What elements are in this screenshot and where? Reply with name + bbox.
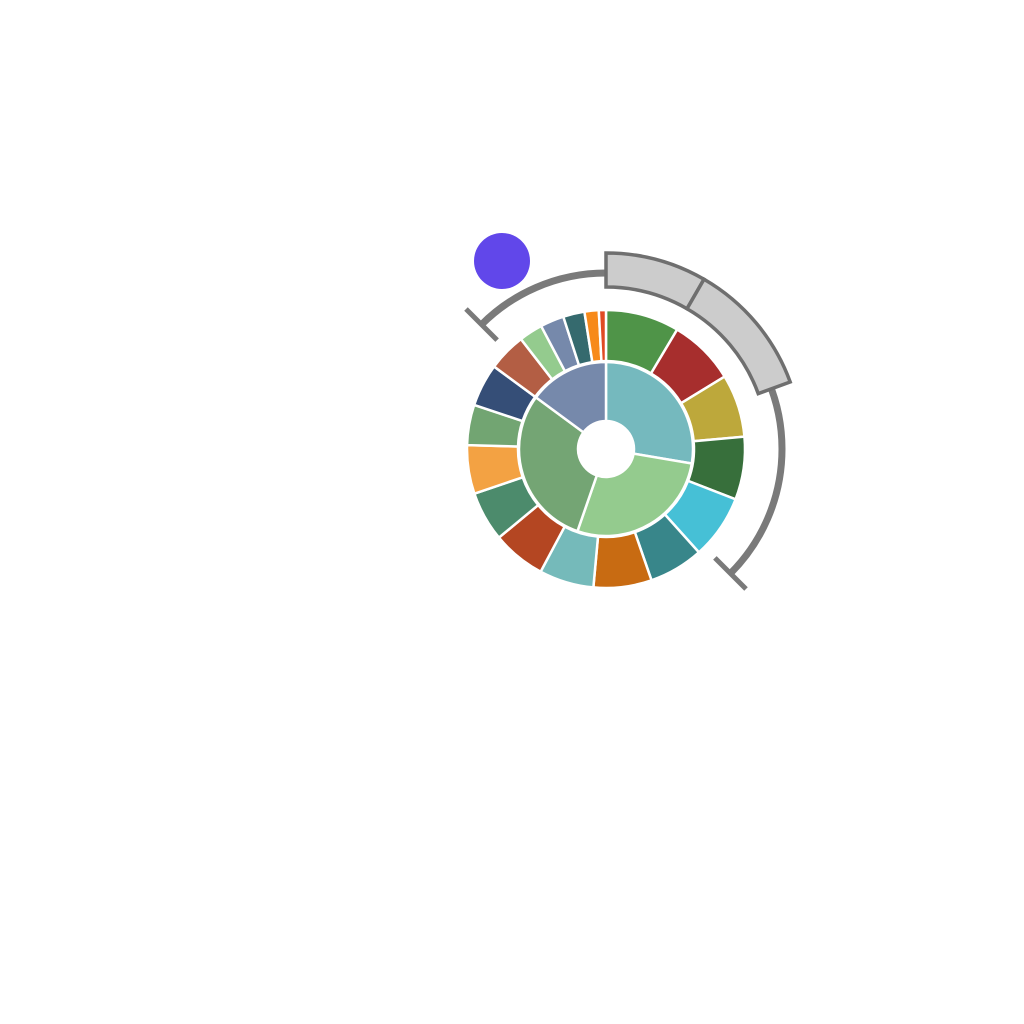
range-start-tick[interactable] [464, 307, 499, 342]
outer-ring [465, 308, 747, 590]
marker-dot[interactable] [474, 233, 530, 289]
outer-segment-19[interactable] [597, 308, 608, 363]
range-indicator [464, 251, 793, 591]
range-band-2[interactable] [684, 276, 793, 396]
range-band-1[interactable] [604, 251, 707, 312]
center-hole [579, 422, 633, 476]
range-end-tick[interactable] [713, 556, 748, 591]
